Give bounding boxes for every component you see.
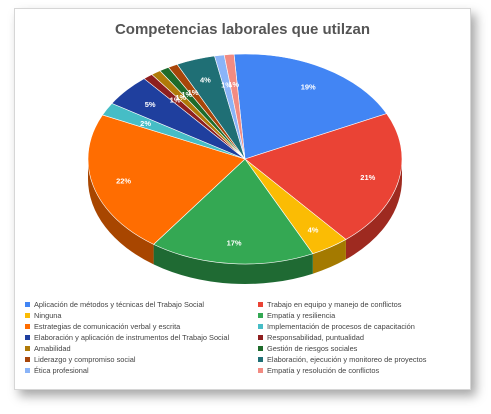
legend-label-2: Ninguna — [34, 310, 62, 320]
legend-item-13: Empatía y resolución de conflictos — [258, 365, 465, 375]
legend-label-7: Responsabilidad, puntualidad — [267, 332, 364, 342]
legend-item-3: Empatía y resiliencia — [258, 310, 465, 320]
legend-item-9: Gestión de riesgos sociales — [258, 343, 465, 353]
legend-swatch-13 — [258, 367, 263, 373]
legend-swatch-12 — [25, 367, 30, 373]
pie-slice-4 — [87, 114, 246, 245]
slice-label-13: 1% — [228, 80, 239, 89]
legend-label-3: Empatía y resiliencia — [267, 310, 336, 320]
slice-label-2: 4% — [308, 226, 319, 235]
legend-swatch-2 — [25, 312, 30, 318]
slice-label-8: 1% — [175, 93, 186, 102]
legend-label-1: Trabajo en equipo y manejo de conflictos — [267, 299, 402, 309]
legend-swatch-0 — [25, 301, 30, 307]
legend-label-13: Empatía y resolución de conflictos — [267, 365, 380, 375]
slice-label-4: 22% — [116, 177, 131, 186]
slice-label-12: 1% — [221, 80, 232, 89]
legend-item-2: Ninguna — [25, 310, 258, 320]
legend-swatch-7 — [258, 334, 263, 340]
slice-label-1: 21% — [360, 173, 375, 182]
slice-label-0: 19% — [301, 82, 316, 91]
pie-side-3 — [153, 244, 313, 284]
legend-item-0: Aplicación de métodos y técnicas del Tra… — [25, 299, 258, 309]
pie-slice-0 — [233, 53, 388, 160]
legend-label-12: Ética profesional — [34, 365, 89, 375]
slice-label-10: 1% — [188, 88, 199, 97]
slice-label-5: 2% — [140, 119, 151, 128]
legend-label-8: Amabilidad — [34, 343, 71, 353]
legend-swatch-3 — [258, 312, 263, 318]
pie-side-2 — [312, 239, 346, 274]
slice-label-7: 1% — [170, 96, 181, 105]
legend-label-4: Estrategias de comunicación verbal y esc… — [34, 321, 181, 331]
chart-legend: Aplicación de métodos y técnicas del Tra… — [25, 299, 465, 375]
legend-swatch-8 — [25, 345, 30, 351]
legend-label-10: Liderazgo y compromiso social — [34, 354, 136, 364]
legend-label-0: Aplicación de métodos y técnicas del Tra… — [34, 299, 205, 309]
legend-swatch-1 — [258, 301, 263, 307]
legend-item-12: Ética profesional — [25, 365, 258, 375]
legend-item-10: Liderazgo y compromiso social — [25, 354, 258, 364]
chart-title: Competencias laborales que utilzan — [114, 21, 371, 38]
legend-item-8: Amabilidad — [25, 343, 258, 353]
legend-label-5: Implementación de procesos de capacitaci… — [267, 321, 415, 331]
slice-label-6: 5% — [145, 100, 156, 109]
legend-swatch-4 — [25, 323, 30, 329]
slice-label-3: 17% — [227, 239, 242, 248]
legend-swatch-11 — [258, 356, 263, 362]
legend-item-4: Estrategias de comunicación verbal y esc… — [25, 321, 258, 331]
legend-item-7: Responsabilidad, puntualidad — [258, 332, 465, 342]
legend-label-11: Elaboración, ejecución y monitoreo de pr… — [267, 354, 427, 364]
legend-label-6: Elaboración y aplicación de instrumentos… — [34, 332, 230, 342]
pie-side-4 — [88, 159, 154, 265]
legend-label-9: Gestión de riesgos sociales — [267, 343, 358, 353]
pie-slice-13 — [223, 53, 246, 160]
slice-label-9: 1% — [181, 90, 192, 99]
legend-item-6: Elaboración y aplicación de instrumentos… — [25, 332, 258, 342]
legend-swatch-9 — [258, 345, 263, 351]
slice-label-11: 4% — [200, 75, 211, 84]
legend-swatch-5 — [258, 323, 263, 329]
pie-side-1 — [345, 159, 402, 260]
pie-slice-1 — [244, 113, 403, 240]
chart-container: Competencias laborales que utilzan 19% 21… — [14, 8, 471, 390]
legend-item-1: Trabajo en equipo y manejo de conflictos — [258, 299, 465, 309]
pie-slice-3 — [153, 158, 314, 265]
pie-chart: 19%21%4%17%22%2%5% 1%1%1%1%4%1%1% — [87, 53, 403, 284]
legend-swatch-6 — [25, 334, 30, 340]
legend-swatch-10 — [25, 356, 30, 362]
legend-item-5: Implementación de procesos de capacitaci… — [258, 321, 465, 331]
legend-item-11: Elaboración, ejecución y monitoreo de pr… — [258, 354, 465, 364]
